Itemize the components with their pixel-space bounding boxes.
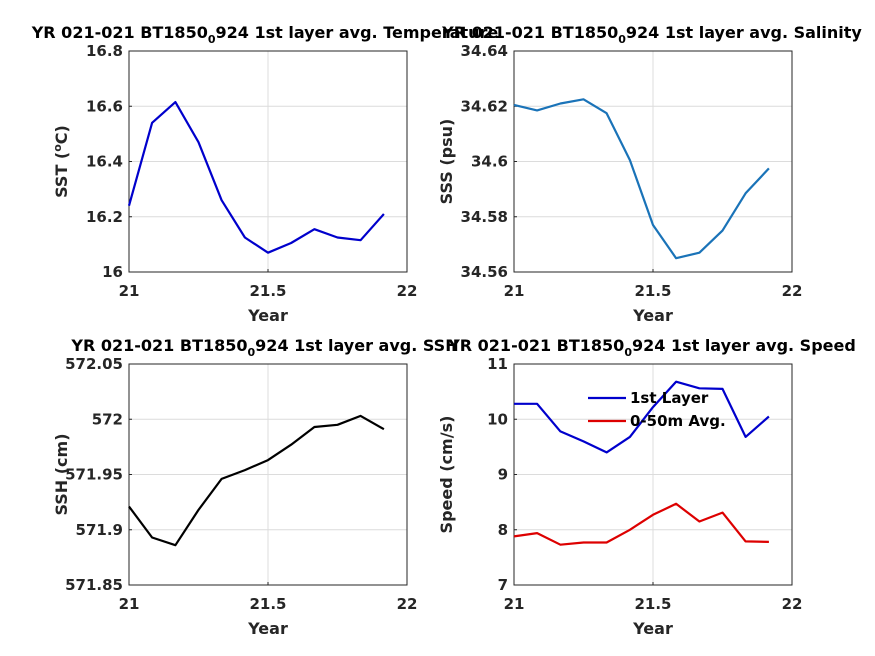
axes-border: [128, 363, 408, 586]
y-tick-label: 572: [92, 410, 123, 428]
series-line-1: [128, 414, 385, 547]
y-tick-label: 34.56: [461, 263, 508, 281]
title-rest: 924 1st layer avg. SSH: [255, 336, 458, 355]
y-tick-label: 16: [102, 263, 123, 281]
y-axis-label: SST (oC): [51, 125, 71, 198]
x-tick-label: 21: [504, 595, 525, 613]
x-axis-label: Year: [632, 306, 673, 325]
x-tick-label: 21.5: [634, 282, 671, 300]
title-main: YR 021-021 BT1850: [31, 23, 208, 42]
x-tick-label: 21: [504, 282, 525, 300]
y-tick-label: 571.9: [76, 521, 123, 539]
y-tick-label: 34.62: [461, 97, 508, 115]
title-subscript: 0: [624, 346, 632, 359]
y-tick-label: 10: [487, 410, 508, 428]
title-main: YR 021-021 BT1850: [447, 336, 624, 355]
y-tick-label: 16.2: [86, 208, 123, 226]
y-tick-label: 571.85: [65, 576, 123, 594]
y-tick-label: 11: [487, 355, 508, 373]
x-tick-label: 21.5: [249, 595, 286, 613]
title-rest: 924 1st layer avg. Speed: [632, 336, 856, 355]
y-tick-label: 571.95: [65, 466, 123, 484]
title-subscript: 0: [618, 33, 626, 46]
title-rest: 924 1st layer avg. Temperature: [215, 23, 498, 42]
x-tick-label: 22: [397, 282, 418, 300]
chart-1: 21 21.5 22 16 16.2 16.4 16.6 16.8YR 021-021 BT1…: [31, 23, 499, 325]
series-line-1: [127, 100, 385, 254]
x-tick-label: 21: [119, 595, 140, 613]
y-tick-label: 16.8: [86, 42, 123, 60]
chart-title: YR 021-021 BT18500924 1st layer avg. Tem…: [31, 23, 499, 46]
title-main: YR 021-021 BT1850: [441, 23, 618, 42]
x-axis-label: Year: [247, 619, 288, 638]
y-label-main: SST (: [52, 152, 71, 198]
title-rest: 924 1st layer avg. Salinity: [626, 23, 863, 42]
y-axis-label: SSS (psu): [437, 119, 456, 205]
y-label-rest: C): [52, 125, 71, 144]
y-tick-label: 34.58: [461, 208, 508, 226]
axes-border: [513, 363, 793, 586]
title-main: YR 021-021 BT1850: [70, 336, 247, 355]
y-label-superscript: o: [51, 144, 64, 152]
y-tick-label: 16.4: [86, 153, 123, 171]
legend: 1st Layer 0-50m Avg.: [588, 389, 726, 430]
x-tick-label: 21.5: [249, 282, 286, 300]
title-subscript: 0: [248, 346, 256, 359]
series-line-1: [513, 98, 770, 260]
x-tick-label: 22: [397, 595, 418, 613]
y-tick-label: 34.64: [461, 42, 508, 60]
legend-label: 0-50m Avg.: [630, 412, 726, 430]
y-axis-label: SSH (cm): [52, 433, 71, 515]
x-axis-label: Year: [247, 306, 288, 325]
axes-border: [513, 50, 793, 273]
x-tick-label: 22: [782, 282, 803, 300]
title-subscript: 0: [208, 33, 216, 46]
chart-title: YR 021-021 BT18500924 1st layer avg. Spe…: [447, 336, 856, 359]
x-tick-label: 22: [782, 595, 803, 613]
y-tick-label: 16.6: [86, 97, 123, 115]
y-tick-label: 572.05: [65, 355, 123, 373]
x-axis-label: Year: [632, 619, 673, 638]
y-tick-label: 8: [498, 521, 508, 539]
x-tick-label: 21: [119, 282, 140, 300]
legend-label: 1st Layer: [630, 389, 709, 407]
series-line-1: [514, 380, 770, 454]
y-tick-label: 9: [498, 466, 508, 484]
y-tick-label: 7: [498, 576, 508, 594]
chart-title: YR 021-021 BT18500924 1st layer avg. Sal…: [441, 23, 862, 46]
chart-title: YR 021-021 BT18500924 1st layer avg. SSH: [70, 336, 458, 359]
axes-border: [128, 50, 408, 273]
x-tick-label: 21.5: [634, 595, 671, 613]
y-tick-label: 34.6: [471, 153, 508, 171]
y-axis-label: Speed (cm/s): [437, 416, 456, 534]
series-line-2: [513, 502, 769, 546]
